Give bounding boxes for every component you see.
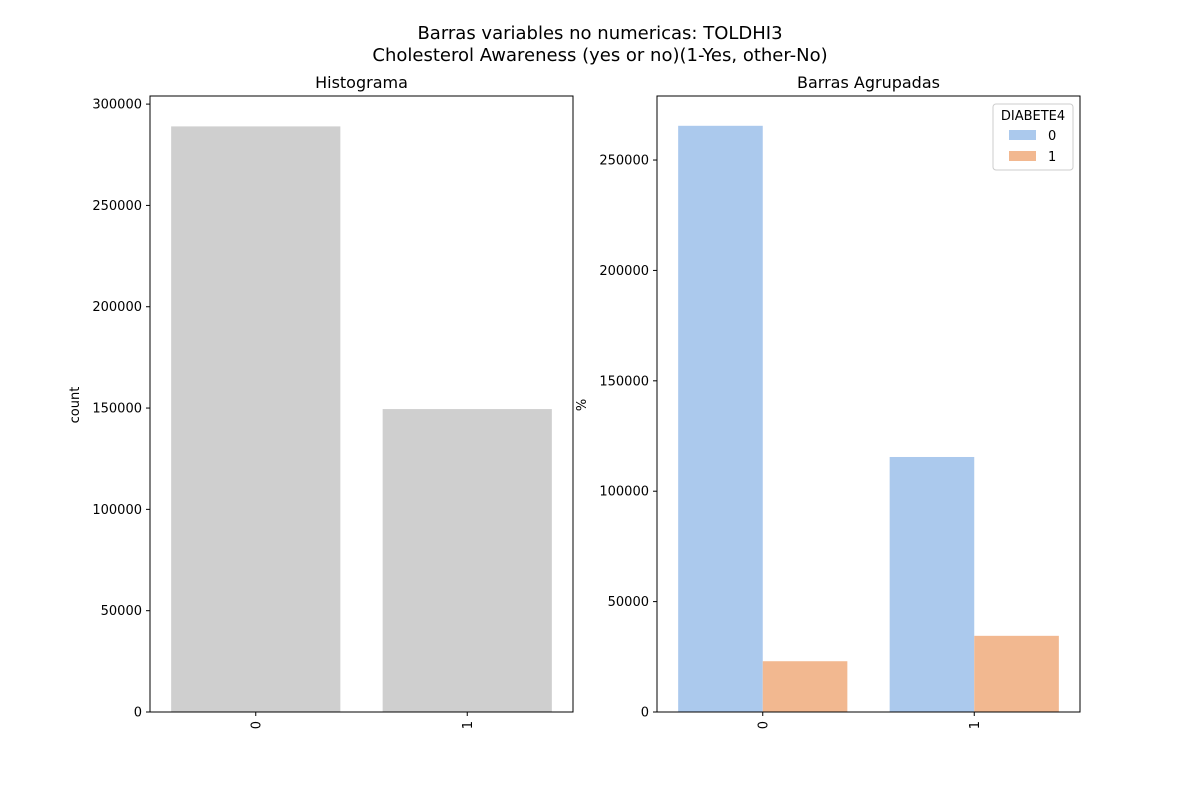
legend-title: DIABETE4 <box>1001 109 1065 124</box>
histogram-ytick-label: 250000 <box>92 199 142 214</box>
histogram-axes: Histograma count 0 50000 100000 150000 20000… <box>68 73 574 729</box>
grouped-bars-title: Barras Agrupadas <box>797 73 940 92</box>
grouped-bars-y-axis-label: % <box>575 399 590 411</box>
grouped-bars-xtick-label: 0 <box>756 721 771 729</box>
histogram-ytick-label: 100000 <box>92 503 142 518</box>
histogram-bar-0 <box>171 126 341 713</box>
grouped-bar-cat1-series1 <box>974 635 1059 712</box>
suptitle-line-2: Cholesterol Awareness (yes or no)(1-Yes,… <box>372 45 827 66</box>
histogram-axes-frame <box>149 95 574 713</box>
histogram-ytick-label: 200000 <box>92 300 142 315</box>
grouped-bars-xtick-label: 1 <box>968 721 983 729</box>
grouped-bar-cat0-series0 <box>678 125 763 712</box>
legend-swatch-1 <box>1009 151 1036 161</box>
histogram-y-axis-label: count <box>68 387 83 424</box>
suptitle-line-1: Barras variables no numericas: TOLDHI3 <box>417 23 782 44</box>
histogram-xtick-label: 1 <box>461 721 476 729</box>
grouped-bars-axes: Barras Agrupadas % 0 50000 100000 150000 200… <box>575 73 1081 729</box>
grouped-bars-ytick-label: 100000 <box>599 485 649 500</box>
grouped-bars-axes-frame <box>656 95 1081 713</box>
grouped-bars-ytick-label: 50000 <box>608 595 649 610</box>
histogram-bar-1 <box>382 409 552 712</box>
histogram-title: Histograma <box>315 73 408 92</box>
histogram-ytick-label: 0 <box>134 706 142 721</box>
histogram-xtick-label: 0 <box>249 721 264 729</box>
grouped-bars-ytick-label: 250000 <box>599 154 649 169</box>
grouped-bar-cat0-series1 <box>762 661 848 712</box>
grouped-bars-ytick-label: 0 <box>641 706 649 721</box>
legend-swatch-0 <box>1009 130 1036 140</box>
grouped-bar-cat1-series0 <box>889 456 975 712</box>
grouped-bars-ytick-label: 200000 <box>599 264 649 279</box>
legend-label-1: 1 <box>1048 150 1056 165</box>
legend-label-0: 0 <box>1048 129 1056 144</box>
histogram-ytick-label: 50000 <box>101 604 142 619</box>
histogram-ytick-label: 150000 <box>92 402 142 417</box>
histogram-ytick-label: 300000 <box>92 98 142 113</box>
grouped-bars-ytick-label: 150000 <box>599 374 649 389</box>
legend: DIABETE4 0 1 <box>992 103 1074 171</box>
